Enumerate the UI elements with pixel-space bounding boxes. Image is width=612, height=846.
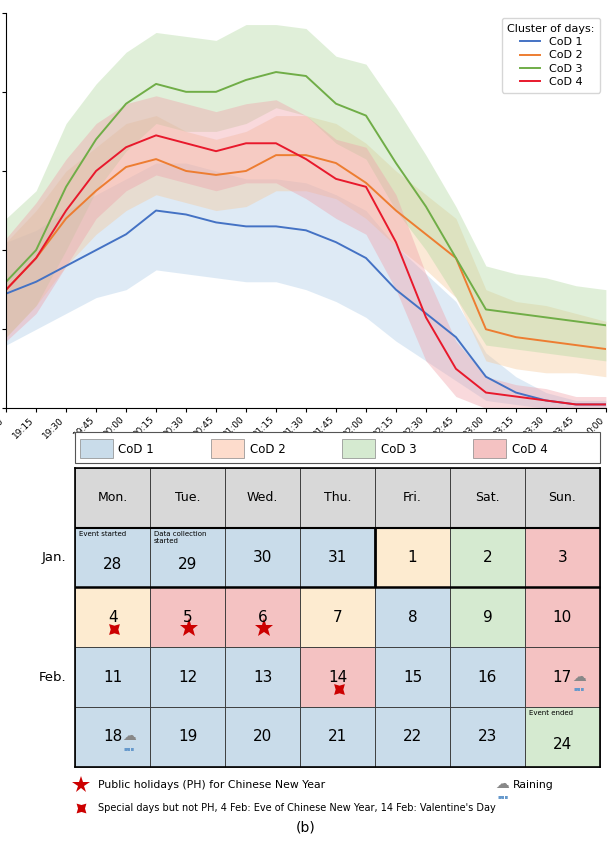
Bar <box>450 647 525 707</box>
Text: CoD 3: CoD 3 <box>381 443 416 456</box>
Bar <box>300 587 375 647</box>
Text: 29: 29 <box>178 558 197 572</box>
Text: ▪▪▪: ▪▪▪ <box>124 746 135 751</box>
Bar <box>375 528 450 587</box>
Text: 9: 9 <box>482 610 492 625</box>
Text: 15: 15 <box>403 669 422 684</box>
Text: 2: 2 <box>483 550 492 565</box>
Text: 14: 14 <box>328 669 347 684</box>
Text: (a): (a) <box>296 591 316 604</box>
Text: CoD 1: CoD 1 <box>118 443 154 456</box>
Text: 31: 31 <box>328 550 347 565</box>
Bar <box>525 587 600 647</box>
Bar <box>150 707 225 766</box>
Bar <box>225 647 300 707</box>
Text: ▪▪▪: ▪▪▪ <box>573 686 584 691</box>
Text: (b): (b) <box>296 820 316 834</box>
Text: Fri.: Fri. <box>403 492 422 504</box>
Text: 7: 7 <box>333 610 342 625</box>
Bar <box>300 468 375 528</box>
Text: CoD 4: CoD 4 <box>512 443 548 456</box>
Bar <box>450 587 525 647</box>
Text: ☁: ☁ <box>496 777 510 791</box>
Text: Jan.: Jan. <box>42 551 66 564</box>
Bar <box>75 468 150 528</box>
Text: Sun.: Sun. <box>548 492 577 504</box>
Text: 30: 30 <box>253 550 272 565</box>
Bar <box>225 468 300 528</box>
Text: 22: 22 <box>403 729 422 744</box>
Text: 1: 1 <box>408 550 417 565</box>
Legend: CoD 1, CoD 2, CoD 3, CoD 4: CoD 1, CoD 2, CoD 3, CoD 4 <box>502 19 600 93</box>
Text: 10: 10 <box>553 610 572 625</box>
Text: 3: 3 <box>558 550 567 565</box>
Text: 21: 21 <box>328 729 347 744</box>
Text: 6: 6 <box>258 610 267 625</box>
Text: Tue.: Tue. <box>175 492 200 504</box>
Bar <box>225 707 300 766</box>
Text: 18: 18 <box>103 729 122 744</box>
Text: Event ended: Event ended <box>529 711 572 717</box>
Text: 8: 8 <box>408 610 417 625</box>
Text: Event started: Event started <box>79 531 126 537</box>
Text: 17: 17 <box>553 669 572 684</box>
Text: Data collection
started: Data collection started <box>154 531 206 543</box>
Bar <box>450 468 525 528</box>
Text: 4: 4 <box>108 610 118 625</box>
Bar <box>211 439 244 459</box>
Text: Raining: Raining <box>513 780 554 790</box>
Bar <box>80 439 113 459</box>
Text: 11: 11 <box>103 669 122 684</box>
Text: 13: 13 <box>253 669 272 684</box>
Bar <box>474 439 506 459</box>
Bar <box>375 587 450 647</box>
Bar <box>300 528 375 587</box>
Text: 23: 23 <box>478 729 497 744</box>
Text: 24: 24 <box>553 737 572 751</box>
Bar <box>225 528 300 587</box>
Text: ☁: ☁ <box>122 729 136 744</box>
Text: Public holidays (PH) for Chinese New Year: Public holidays (PH) for Chinese New Yea… <box>98 780 325 790</box>
Bar <box>75 432 600 464</box>
Bar <box>525 528 600 587</box>
Text: 16: 16 <box>478 669 497 684</box>
Bar <box>75 528 150 587</box>
Text: Thu.: Thu. <box>324 492 351 504</box>
Text: Feb.: Feb. <box>39 671 66 684</box>
Text: Special days but not PH, 4 Feb: Eve of Chinese New Year, 14 Feb: Valentine's Day: Special days but not PH, 4 Feb: Eve of C… <box>98 803 496 812</box>
Text: Mon.: Mon. <box>97 492 128 504</box>
Bar <box>75 587 150 647</box>
Text: 12: 12 <box>178 669 197 684</box>
Text: CoD 2: CoD 2 <box>250 443 285 456</box>
Bar <box>525 707 600 766</box>
X-axis label: Time of day: Time of day <box>269 446 343 459</box>
Text: 28: 28 <box>103 558 122 572</box>
Text: Sat.: Sat. <box>475 492 500 504</box>
Text: ▪▪▪: ▪▪▪ <box>497 794 509 799</box>
Text: 19: 19 <box>178 729 197 744</box>
Text: 5: 5 <box>183 610 192 625</box>
Bar <box>300 707 375 766</box>
Bar <box>525 468 600 528</box>
Bar <box>75 647 150 707</box>
Text: Wed.: Wed. <box>247 492 278 504</box>
Bar <box>342 439 375 459</box>
Bar <box>75 707 150 766</box>
Bar <box>150 587 225 647</box>
Bar <box>450 707 525 766</box>
Bar <box>375 468 450 528</box>
Bar <box>150 468 225 528</box>
Bar <box>450 528 525 587</box>
Bar <box>375 707 450 766</box>
Bar <box>300 647 375 707</box>
Text: ☁: ☁ <box>572 670 586 684</box>
Bar <box>150 647 225 707</box>
Text: 20: 20 <box>253 729 272 744</box>
Bar <box>525 647 600 707</box>
Bar <box>150 528 225 587</box>
Bar <box>375 647 450 707</box>
Bar <box>225 587 300 647</box>
